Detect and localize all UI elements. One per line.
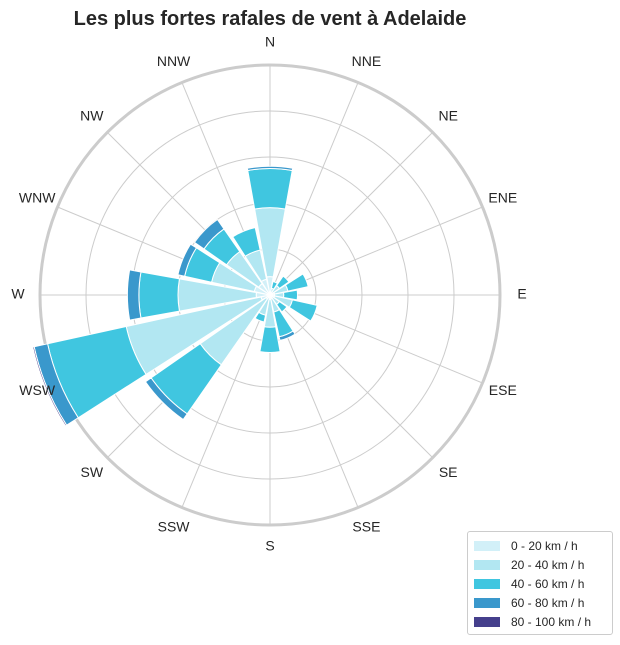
legend-label: 0 - 20 km / h: [511, 538, 578, 553]
bar-NNW-s2: [232, 227, 261, 257]
direction-label-NW: NW: [80, 108, 104, 124]
direction-label-NNE: NNE: [352, 53, 382, 69]
bar-ENE-s2: [284, 273, 309, 292]
bar-N-s2: [247, 168, 293, 210]
legend-swatch: [474, 616, 500, 627]
bar-W-s3: [126, 269, 142, 321]
direction-label-W: W: [11, 286, 25, 302]
bar-W-s2: [138, 271, 181, 319]
direction-label-E: E: [517, 286, 526, 302]
direction-label-ENE: ENE: [488, 189, 517, 205]
legend-label: 40 - 60 km / h: [511, 576, 585, 591]
chart-title: Les plus fortes rafales de vent à Adelai…: [74, 8, 467, 30]
legend-swatch: [474, 597, 500, 608]
direction-label-ESE: ESE: [489, 382, 517, 398]
legend-swatch: [474, 540, 500, 551]
bar-WNW-s3: [177, 243, 198, 277]
bar-SSE-s3: [278, 330, 296, 341]
legend-item: 40 - 60 km / h: [474, 574, 606, 593]
direction-label-SW: SW: [81, 464, 104, 480]
wind-bars: [32, 165, 318, 427]
legend-item: 80 - 100 km / h: [474, 612, 606, 631]
legend-item: 0 - 20 km / h: [474, 536, 606, 555]
bar-N-s3: [246, 165, 294, 172]
direction-label-WSW: WSW: [19, 382, 56, 398]
bar-S-s2: [259, 326, 281, 353]
bar-WSW-s4: [32, 346, 68, 427]
bar-ESE-s2: [288, 299, 318, 322]
bar-NNE-s2: [270, 280, 279, 290]
legend-swatch: [474, 578, 500, 589]
grid-spoke: [269, 132, 433, 296]
grid-spoke: [181, 294, 271, 508]
legend-swatch: [474, 559, 500, 570]
direction-label-WNW: WNW: [19, 189, 56, 205]
legend-item: 20 - 40 km / h: [474, 555, 606, 574]
legend: 0 - 20 km / h 20 - 40 km / h 40 - 60 km …: [467, 531, 613, 635]
direction-label-S: S: [265, 538, 274, 554]
direction-label-SSE: SSE: [352, 519, 380, 535]
grid-spoke: [269, 82, 359, 296]
legend-item: 60 - 80 km / h: [474, 593, 606, 612]
bar-NW-s3: [193, 218, 225, 250]
bar-NE-s2: [275, 275, 290, 290]
legend-label: 60 - 80 km / h: [511, 595, 585, 610]
direction-label-NNW: NNW: [157, 53, 191, 69]
grid-spoke: [269, 294, 433, 458]
direction-label-SE: SE: [439, 464, 458, 480]
direction-label-NE: NE: [438, 108, 457, 124]
direction-label-SSW: SSW: [158, 519, 191, 535]
bar-SSW-s2: [254, 311, 267, 323]
legend-label: 20 - 40 km / h: [511, 557, 585, 572]
bar-SE-s2: [275, 300, 288, 313]
bar-SW-s3: [144, 377, 188, 421]
bar-E-s2: [283, 289, 299, 301]
legend-label: 80 - 100 km / h: [511, 614, 592, 629]
direction-labels: N NNE NE ENE E ESE SE SSE S SSW SW WSW W WNW NW NNW: [11, 34, 526, 554]
direction-label-N: N: [265, 34, 275, 50]
